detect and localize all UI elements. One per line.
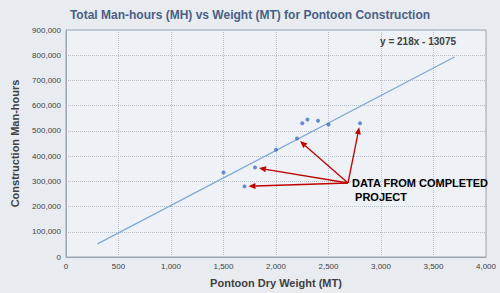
svg-text:3,500: 3,500 — [423, 262, 444, 271]
svg-text:Pontoon Dry Weight (MT): Pontoon Dry Weight (MT) — [210, 277, 342, 289]
svg-text:800,000: 800,000 — [32, 51, 61, 60]
svg-text:900,000: 900,000 — [32, 26, 61, 35]
svg-text:PROJECT: PROJECT — [352, 191, 407, 203]
svg-text:100,000: 100,000 — [32, 227, 61, 236]
svg-text:Total Man-hours (MH) vs Weight: Total Man-hours (MH) vs Weight (MT) for … — [70, 8, 430, 22]
svg-text:600,000: 600,000 — [32, 101, 61, 110]
svg-text:300,000: 300,000 — [32, 177, 61, 186]
svg-text:4,000: 4,000 — [476, 262, 497, 271]
svg-text:1,000: 1,000 — [161, 262, 182, 271]
svg-text:y = 218x - 13075: y = 218x - 13075 — [380, 36, 456, 47]
svg-text:1,500: 1,500 — [213, 262, 234, 271]
svg-text:200,000: 200,000 — [32, 202, 61, 211]
svg-text:0: 0 — [64, 262, 69, 271]
svg-text:500,000: 500,000 — [32, 126, 61, 135]
svg-text:DATA FROM COMPLETED: DATA FROM COMPLETED — [352, 177, 488, 189]
svg-text:0: 0 — [57, 253, 62, 262]
svg-text:Construction Man-hours: Construction Man-hours — [9, 80, 21, 208]
svg-text:700,000: 700,000 — [32, 76, 61, 85]
svg-text:400,000: 400,000 — [32, 152, 61, 161]
svg-text:500: 500 — [112, 262, 126, 271]
svg-text:3,000: 3,000 — [371, 262, 392, 271]
svg-text:2,000: 2,000 — [266, 262, 287, 271]
svg-text:2,500: 2,500 — [318, 262, 339, 271]
